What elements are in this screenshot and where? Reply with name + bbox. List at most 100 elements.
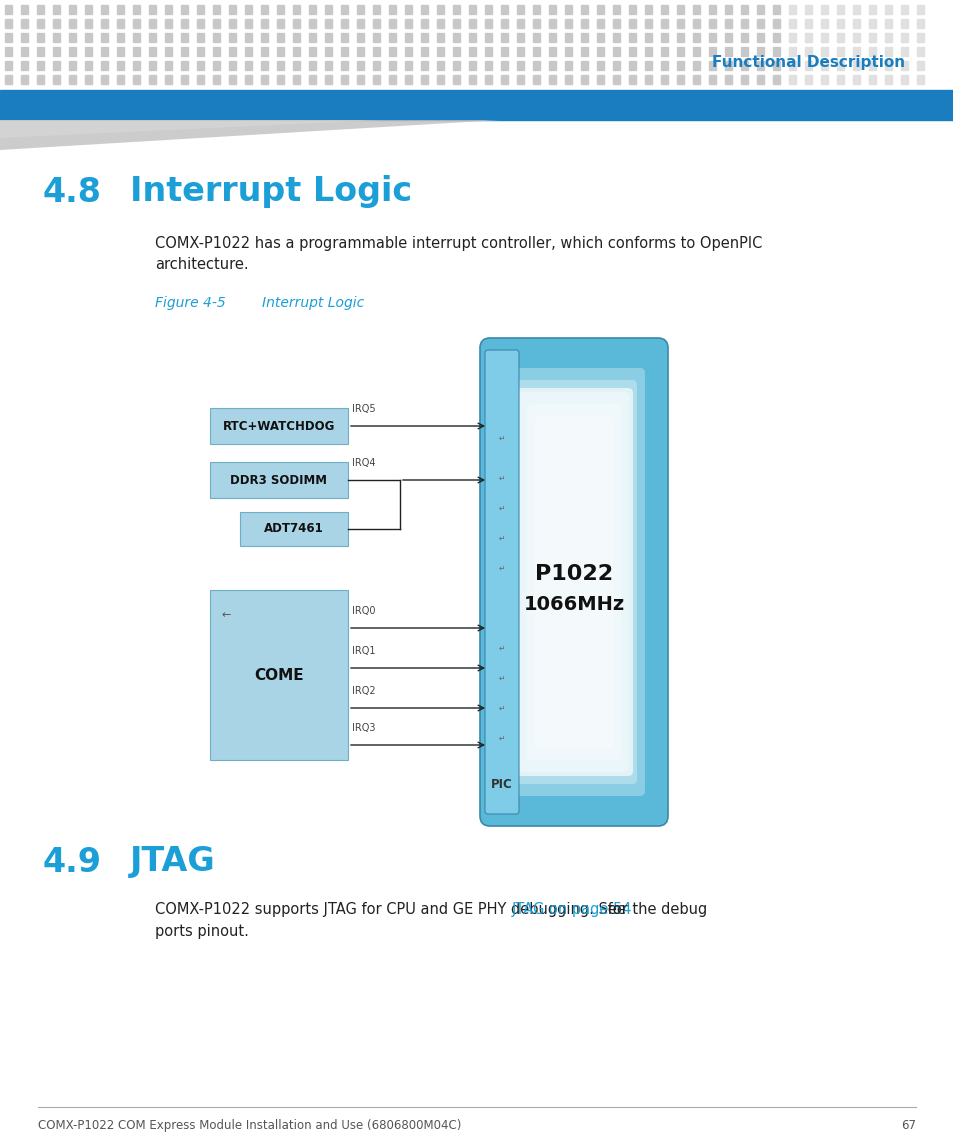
Bar [373,19,379,27]
Bar [340,61,348,70]
Bar [804,5,811,14]
FancyBboxPatch shape [526,404,620,760]
Bar [453,5,459,14]
Bar [517,76,523,84]
Bar [420,47,428,56]
Bar [836,47,843,56]
Bar [436,61,443,70]
Text: P1022: P1022 [535,564,613,584]
Bar [484,5,492,14]
Bar [405,19,412,27]
Bar [356,61,364,70]
Bar [37,33,44,42]
Bar [484,61,492,70]
Bar [469,33,476,42]
Bar [548,76,556,84]
Bar [325,76,332,84]
Bar [788,61,795,70]
Bar [804,19,811,27]
Bar [229,5,235,14]
Bar [884,76,891,84]
Bar [500,61,507,70]
Bar [373,33,379,42]
Bar [724,76,731,84]
Bar [340,76,348,84]
Bar [469,5,476,14]
Bar [580,76,587,84]
Bar [132,76,140,84]
Bar [708,19,716,27]
Polygon shape [0,120,379,139]
Bar [660,5,667,14]
Bar [356,47,364,56]
Bar [900,33,907,42]
Bar [821,61,827,70]
Bar [373,47,379,56]
Bar [132,61,140,70]
Bar [373,5,379,14]
FancyBboxPatch shape [210,461,348,498]
Bar [660,61,667,70]
Bar [453,47,459,56]
Bar [436,33,443,42]
Bar [405,5,412,14]
Bar [181,47,188,56]
Bar [69,76,76,84]
Bar [53,76,60,84]
FancyBboxPatch shape [518,392,628,772]
Text: ↵: ↵ [498,673,505,682]
Bar [213,33,220,42]
FancyBboxPatch shape [210,590,348,760]
FancyBboxPatch shape [502,368,644,796]
Bar [821,19,827,27]
Bar [597,47,603,56]
Bar [261,61,268,70]
FancyBboxPatch shape [515,388,633,776]
Bar [500,5,507,14]
Bar [692,47,700,56]
Bar [757,5,763,14]
Bar [757,19,763,27]
Polygon shape [0,120,499,150]
Bar [149,19,156,27]
Bar [293,61,299,70]
Bar [37,19,44,27]
Bar [21,5,28,14]
Bar [692,19,700,27]
Text: 4.8: 4.8 [43,175,102,208]
Bar [660,47,667,56]
Text: COMX-P1022 has a programmable interrupt controller, which conforms to OpenPIC: COMX-P1022 has a programmable interrupt … [154,236,761,251]
Bar [628,47,636,56]
Text: Figure 4-5: Figure 4-5 [154,297,226,310]
Bar [356,33,364,42]
Bar [149,61,156,70]
Bar [389,76,395,84]
Bar [389,33,395,42]
Bar [389,5,395,14]
Bar [213,76,220,84]
Bar [196,19,204,27]
Bar [724,61,731,70]
Bar [660,19,667,27]
Text: ←: ← [221,610,231,619]
Text: PIC: PIC [491,777,513,790]
Bar [245,47,252,56]
Bar [101,5,108,14]
Text: IRQ4: IRQ4 [352,458,375,468]
Bar [0,90,953,120]
Bar [309,61,315,70]
Bar [548,61,556,70]
Bar [868,5,875,14]
Bar [613,61,619,70]
Bar [724,47,731,56]
Text: ports pinout.: ports pinout. [154,924,249,939]
Bar [868,76,875,84]
Bar [37,5,44,14]
Bar [309,76,315,84]
Bar [245,19,252,27]
Bar [677,33,683,42]
Bar [757,33,763,42]
Bar [309,5,315,14]
Bar [788,5,795,14]
Bar [548,5,556,14]
